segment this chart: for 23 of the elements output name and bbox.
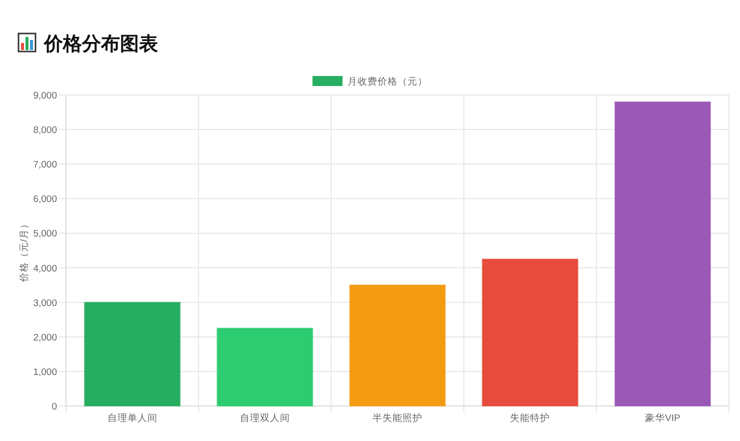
y-tick-label: 5,000 — [33, 228, 57, 240]
bar — [84, 302, 181, 406]
y-tick-label: 6,000 — [33, 194, 57, 206]
x-tick-label: 豪华VIP — [645, 412, 680, 424]
y-tick-label: 4,000 — [33, 263, 57, 274]
y-tick-label: 3,000 — [33, 298, 57, 309]
x-tick-label: 自理双人间 — [240, 412, 290, 424]
bar — [482, 258, 578, 406]
y-tick-label: 2,000 — [33, 332, 57, 344]
bar — [216, 328, 314, 406]
y-axis-title: 价格（元/月） — [18, 219, 30, 283]
x-tick-label: 半失能照护 — [372, 412, 422, 424]
chart-title: 价格分布图表 — [43, 33, 159, 55]
x-tick-label: 自理单人间 — [107, 412, 158, 424]
y-tick-label: 1,000 — [33, 366, 57, 378]
y-tick-label: 9,000 — [33, 90, 57, 102]
y-tick-label: 0 — [52, 402, 57, 412]
y-tick-label: 7,000 — [33, 160, 57, 171]
bar — [349, 284, 446, 406]
bar — [614, 101, 711, 406]
legend-label: 月收费价格（元） — [348, 76, 428, 88]
y-tick-label: 8,000 — [33, 125, 57, 136]
x-tick-label: 失能特护 — [510, 412, 550, 424]
